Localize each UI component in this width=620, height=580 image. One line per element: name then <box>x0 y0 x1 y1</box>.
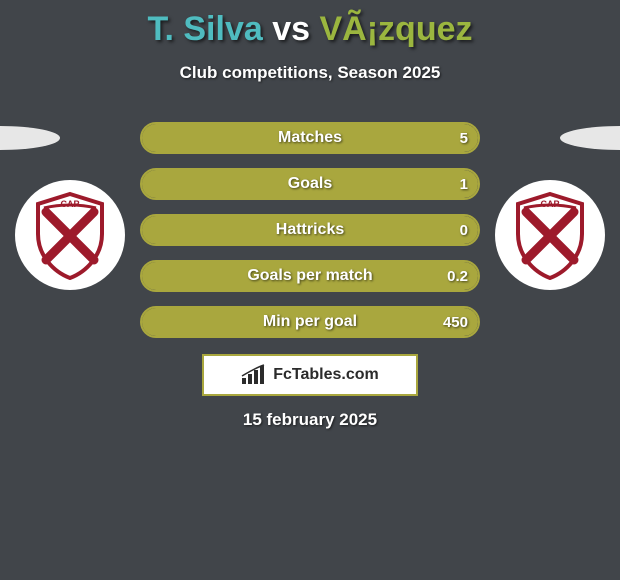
stat-label: Goals per match <box>247 267 372 285</box>
shield-icon: CAP <box>30 190 110 280</box>
svg-text:CAP: CAP <box>540 199 559 209</box>
player2-club-badge: CAP <box>495 180 605 290</box>
svg-text:CAP: CAP <box>60 199 79 209</box>
stat-value-right: 0 <box>460 222 468 239</box>
stat-row-matches: Matches 5 <box>140 122 480 154</box>
stat-label: Hattricks <box>276 221 344 239</box>
stat-label: Goals <box>288 175 332 193</box>
player2-ellipse <box>560 126 620 150</box>
stat-value-right: 0.2 <box>447 268 468 285</box>
versus-text: vs <box>272 10 310 48</box>
shield-icon: CAP <box>510 190 590 280</box>
stat-label: Matches <box>278 129 342 147</box>
stat-value-right: 1 <box>460 176 468 193</box>
bar-chart-icon <box>241 364 267 386</box>
player2-name: VÃ¡zquez <box>320 10 473 48</box>
comparison-title: T. Silva vs VÃ¡zquez <box>0 0 620 49</box>
brand-box[interactable]: FcTables.com <box>202 354 418 396</box>
stat-value-right: 450 <box>443 314 468 331</box>
date-text: 15 february 2025 <box>0 410 620 430</box>
player1-club-badge: CAP <box>15 180 125 290</box>
player1-ellipse <box>0 126 60 150</box>
player1-name: T. Silva <box>147 10 262 48</box>
subtitle: Club competitions, Season 2025 <box>0 63 620 83</box>
stat-row-goals: Goals 1 <box>140 168 480 200</box>
stat-row-hattricks: Hattricks 0 <box>140 214 480 246</box>
brand-text: FcTables.com <box>273 366 379 384</box>
stats-container: Matches 5 Goals 1 Hattricks 0 Goals per … <box>140 122 480 338</box>
stat-row-min-per-goal: Min per goal 450 <box>140 306 480 338</box>
stat-value-right: 5 <box>460 130 468 147</box>
stat-label: Min per goal <box>263 313 357 331</box>
stat-row-goals-per-match: Goals per match 0.2 <box>140 260 480 292</box>
